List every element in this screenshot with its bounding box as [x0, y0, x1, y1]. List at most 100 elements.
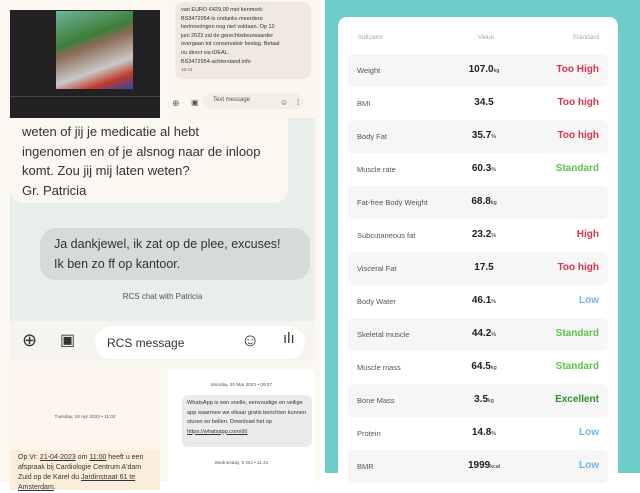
metric-row[interactable]: Skeletal muscle 44.2% Standard [348, 318, 608, 351]
video-call-preview [10, 10, 160, 118]
add-icon[interactable]: ⊕ [22, 330, 38, 350]
metric-row[interactable]: Weight 107.0kg Too High [348, 54, 608, 87]
date-link[interactable]: 21-04-2023 [39, 454, 76, 461]
voice-icon[interactable]: ⁞ [297, 98, 300, 107]
value-number: 1999 [467, 460, 491, 471]
value-unit: kg [490, 200, 497, 206]
metric-standard: Low [579, 295, 599, 306]
rcs-chat: weten of jij je medicatie al hebt ingeno… [10, 118, 315, 361]
sms-line: van EURO €429,00 met kenmerk: [181, 7, 264, 13]
metric-standard: High [576, 229, 599, 240]
metric-name: Body Water [357, 297, 396, 306]
message-line: Ik ben zo ff op kantoor. [54, 256, 181, 271]
metric-row[interactable]: BMR 1999kcal Low [348, 450, 608, 483]
sms-time: 19:43 [181, 67, 193, 73]
sms-line: juni 2023 zal de gerechtsdeurwaarder [181, 32, 274, 39]
text: WhatsApp is een snelle, eenvoudige en ve… [187, 400, 307, 425]
text-message-input[interactable]: Text message [203, 93, 303, 109]
metric-value: 14.8% [448, 427, 520, 438]
text: . [53, 484, 56, 491]
sms-line: nu direct via iDEAL. [181, 49, 230, 56]
metric-value: 44.2% [448, 328, 520, 339]
chat-type-label: RCS chat with Patricia [122, 292, 203, 301]
indicator-header: Indicator [358, 34, 383, 41]
text: om [75, 454, 90, 461]
whatsapp-sms: Monday, 20 Mar 2023 • 09:27 WhatsApp is … [168, 370, 315, 481]
metric-name: BMR [357, 462, 374, 471]
value-unit: % [491, 134, 497, 140]
value-unit: % [491, 431, 497, 437]
value-number: 107.0 [468, 64, 494, 75]
metric-standard: Standard [555, 328, 599, 339]
metric-value: 1999kcal [448, 460, 520, 471]
metric-row[interactable]: Body Water 46.1% Low [348, 285, 608, 318]
metric-name: Protein [357, 429, 381, 438]
value-number: 44.2 [471, 328, 492, 339]
standard-header: Standard [572, 34, 599, 41]
message-line: weten of jij je medicatie al hebt [22, 124, 200, 139]
sms-line: herinneringen nog niet voldaan. Op 12 [181, 24, 275, 31]
gallery-icon[interactable]: ▣ [60, 332, 76, 349]
metric-value: 23.2% [448, 229, 520, 240]
metric-row[interactable]: BMI 34.5 Too high [348, 87, 608, 120]
value-unit: kcal [490, 464, 501, 470]
sms-screenshot: van EURO €429,00 met kenmerk: BS3472954 … [167, 0, 315, 118]
emoji-icon[interactable]: ☺ [280, 98, 289, 107]
voice-input-icon[interactable]: ılı [283, 330, 295, 347]
metric-name: Muscle rate [357, 165, 396, 174]
metric-name: Bone Mass [357, 396, 395, 405]
metric-row[interactable]: Muscle mass 64.5kg Standard [348, 351, 608, 384]
rcs-message-input[interactable]: RCS message [95, 326, 305, 359]
value-number: 35.7 [471, 130, 492, 141]
emoji-icon[interactable]: ☺ [241, 330, 260, 350]
value-number: 64.5 [471, 361, 491, 372]
value-unit: % [491, 332, 497, 338]
metric-row[interactable]: Body Fat 35.7% Too high [348, 120, 608, 153]
value-number: 60.3 [471, 163, 492, 174]
value-unit: % [491, 233, 497, 239]
metric-name: Weight [357, 66, 381, 75]
metric-row[interactable]: Fat-free Body Weight 68.8kg [348, 186, 608, 219]
metric-name: Body Fat [357, 132, 388, 141]
whatsapp-link[interactable]: https://whatsapp.com/dl/ [187, 428, 248, 435]
value-header: Value [478, 34, 495, 41]
metric-name: Visceral Fat [357, 264, 397, 273]
message-composer: ⊕ ▣ RCS message ☺ ılı [10, 321, 315, 361]
text: heeft u een afspraak bij Cardiologie Cen… [18, 454, 144, 481]
value-unit: % [491, 299, 497, 305]
value-number: 14.8 [471, 427, 492, 438]
sms-message-bubble: van EURO €429,00 met kenmerk: BS3472954 … [175, 2, 311, 79]
metric-row[interactable]: Muscle rate 60.3% Standard [348, 153, 608, 186]
metric-name: Subcutaneous fat [357, 231, 416, 240]
metric-value: 35.7% [448, 130, 520, 141]
value-number: 46.1 [471, 295, 492, 306]
add-icon[interactable]: ⊕ [172, 98, 180, 108]
metric-row[interactable]: Bone Mass 3.5kg Excellent [348, 384, 608, 417]
timestamp: Monday, 20 Mar 2023 • 09:27 [210, 382, 273, 387]
time-link[interactable]: 11:00 [89, 454, 107, 461]
metric-standard: Too High [556, 64, 599, 75]
metric-name: Fat-free Body Weight [357, 198, 428, 207]
divider [10, 96, 160, 97]
message-line: ingenomen en of je alsnog naar de inloop [22, 143, 261, 159]
gallery-icon[interactable]: ▣ [191, 98, 199, 107]
message-line: komt. Zou jij mij laten weten? [22, 163, 190, 178]
metric-row[interactable]: Protein 14.8% Low [348, 417, 608, 450]
appointment-message: Op Vr: 21-04-2023 om 11:00 heeft u een a… [10, 450, 160, 491]
timestamp: Tuesday, 18 Apr 2023 • 11:02 [54, 414, 116, 419]
value-unit: kg [488, 398, 494, 404]
metric-value: 3.5kg [448, 394, 520, 405]
metric-row[interactable]: Visceral Fat 17.5 Too high [348, 252, 608, 285]
value-unit: kg [493, 68, 500, 74]
metric-value: 34.5 [448, 97, 520, 108]
metric-standard: Excellent [555, 394, 599, 405]
text: Op Vr: [18, 454, 40, 461]
metric-name: BMI [357, 99, 371, 108]
metric-standard: Too high [557, 130, 599, 141]
metric-row[interactable]: Subcutaneous fat 23.2% High [348, 219, 608, 252]
metric-standard: Too high [557, 262, 599, 273]
value-number: 34.5 [474, 97, 494, 108]
metric-value: 46.1% [448, 295, 520, 306]
timestamp: Wednesday, 9 Oct • 11:41 [214, 460, 269, 465]
sms-link[interactable]: BS3472954-achterstand.info [181, 58, 251, 65]
